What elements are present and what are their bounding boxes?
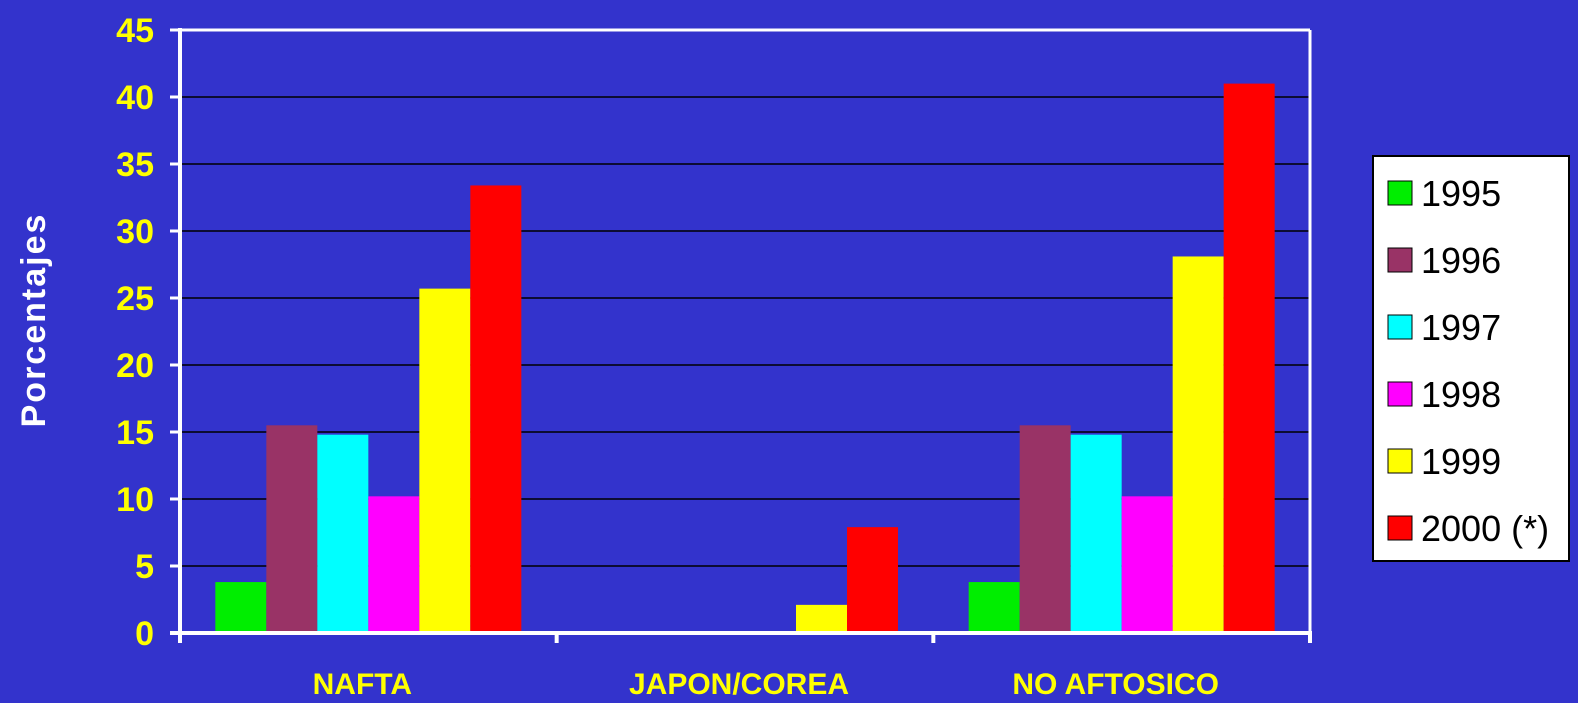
bar-1999-0 (419, 288, 471, 633)
legend-swatch (1387, 515, 1413, 541)
y-tick-labels: 0 5 10 15 20 25 30 35 40 45 (116, 12, 154, 653)
legend-label: 1997 (1421, 307, 1501, 348)
bars (215, 83, 1275, 634)
legend-label: 1996 (1421, 240, 1501, 281)
category-labels: NAFTA JAPON/COREA NO AFTOSICO (313, 668, 1219, 701)
legend-swatch (1387, 381, 1413, 407)
legend-box (1372, 155, 1570, 562)
axes (170, 28, 1312, 643)
bar-1995-2 (968, 582, 1020, 633)
legend-swatch (1387, 448, 1413, 474)
bar-1997-0 (317, 434, 369, 633)
legend-label: 1999 (1421, 441, 1501, 482)
y-tick-label: 45 (116, 12, 154, 50)
category-label: JAPON/COREA (629, 668, 849, 701)
y-tick-label: 40 (116, 79, 154, 117)
y-tick-label: 30 (116, 213, 154, 251)
bar-1997-2 (1070, 434, 1122, 633)
bar-1998-0 (368, 496, 420, 633)
bar-1998-2 (1121, 496, 1173, 633)
bar-2000-2 (1223, 83, 1275, 634)
y-axis-title: Porcentajes (15, 213, 53, 428)
bar-1999-1 (796, 604, 847, 633)
category-label: NO AFTOSICO (1012, 668, 1219, 701)
bar-1996-2 (1019, 425, 1071, 633)
legend-swatch (1387, 247, 1413, 273)
category-label: NAFTA (313, 668, 412, 701)
bar-1996-0 (266, 425, 318, 633)
y-tick-label: 35 (116, 146, 154, 184)
legend-label: 2000 (*) (1421, 508, 1549, 549)
legend-label: 1998 (1421, 374, 1501, 415)
bar-1999-2 (1172, 256, 1224, 633)
y-tick-label: 15 (116, 414, 154, 452)
bar-2000-1 (847, 527, 898, 633)
y-tick-label: 25 (116, 280, 154, 318)
y-tick-label: 5 (135, 548, 154, 586)
legend-swatch (1387, 314, 1413, 340)
bar-1995-0 (215, 582, 267, 633)
bar-2000-0 (470, 185, 522, 633)
legend: 1995 1996 1997 1998 1999 2000 (*) (1372, 155, 1570, 562)
y-tick-label: 20 (116, 347, 154, 385)
y-tick-label: 0 (135, 615, 154, 653)
legend-label: 1995 (1421, 173, 1501, 214)
legend-swatch (1387, 180, 1413, 206)
y-tick-label: 10 (116, 481, 154, 519)
